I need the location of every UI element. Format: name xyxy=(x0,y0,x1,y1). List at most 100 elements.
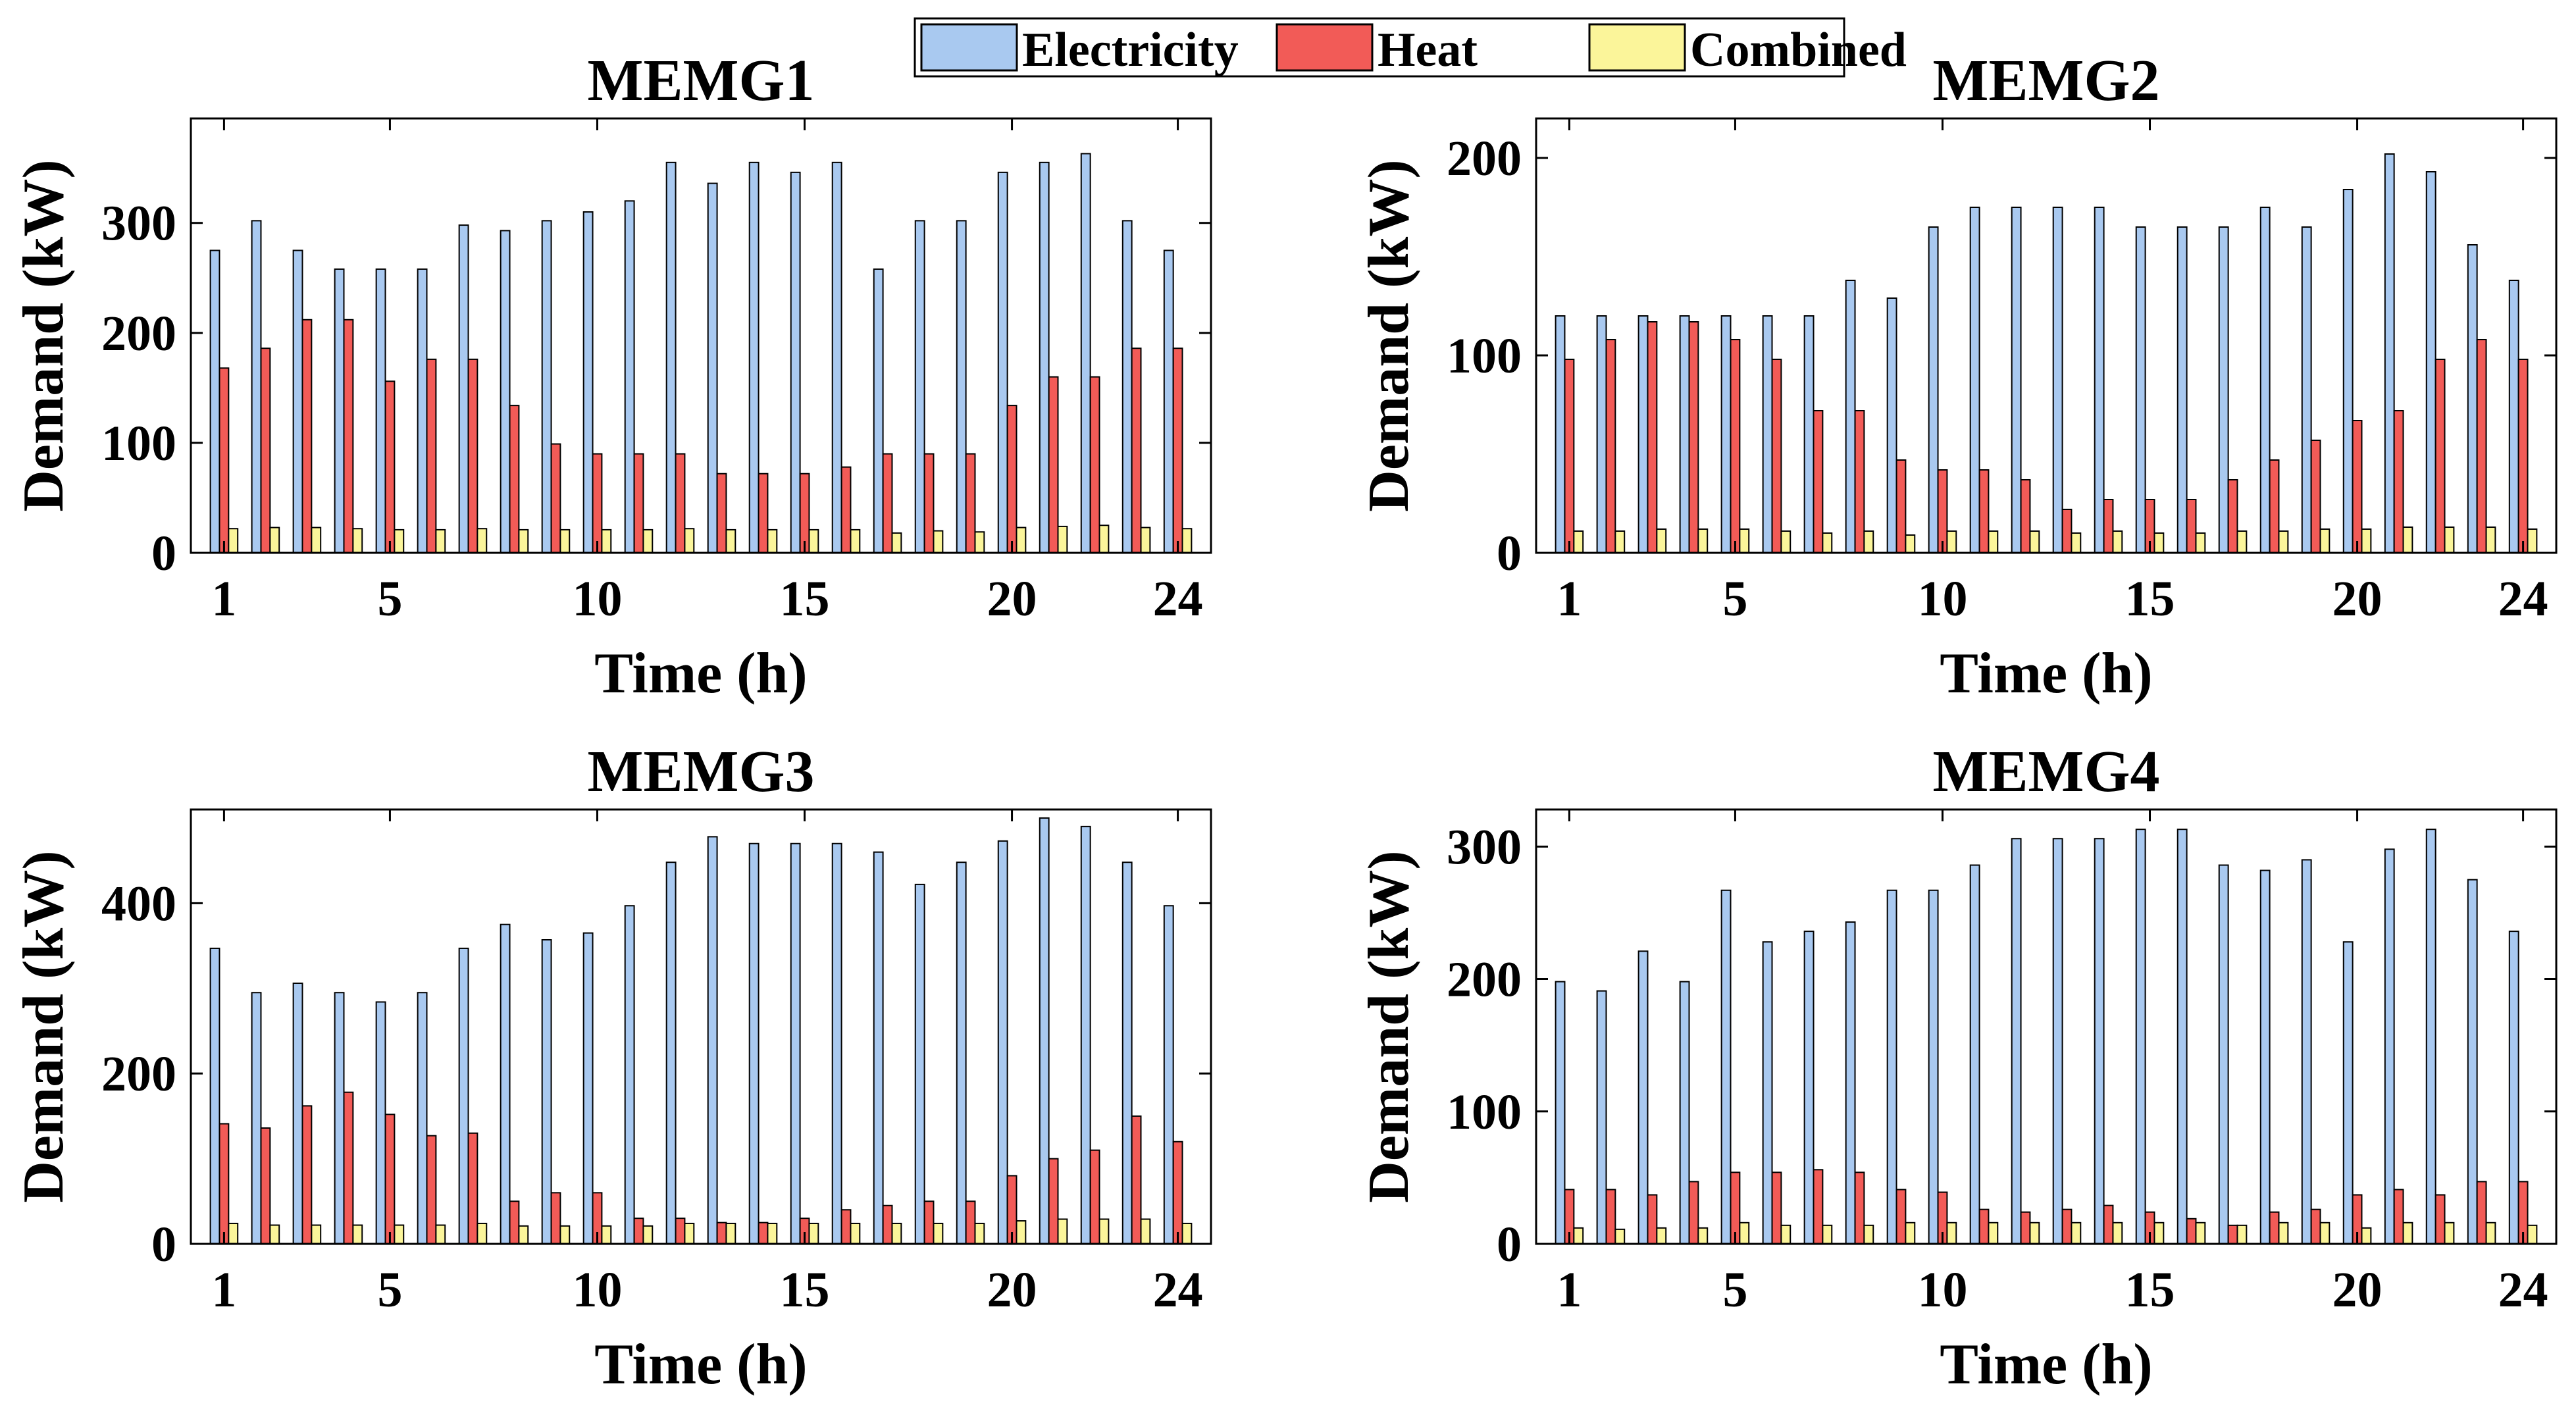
bar-heat-t18 xyxy=(923,453,935,553)
bar-electricity-t20 xyxy=(2342,189,2354,553)
y-tick-label: 300 xyxy=(1447,819,1522,875)
y-axis-label: Demand (kW) xyxy=(1357,159,1421,511)
bar-heat-t11 xyxy=(1978,1208,1990,1245)
bar-electricity-t21 xyxy=(2384,848,2395,1245)
legend-swatch-combined xyxy=(1588,23,1686,72)
bar-heat-t19 xyxy=(965,1200,976,1245)
bar-heat-t17 xyxy=(882,1204,893,1245)
bar-combined-t12 xyxy=(2029,530,2040,553)
bar-combined-t23 xyxy=(1140,527,1151,554)
bar-heat-t19 xyxy=(965,453,976,553)
bar-electricity-t12 xyxy=(665,861,677,1245)
bar-combined-t6 xyxy=(435,1224,446,1245)
y-tick-label: 200 xyxy=(1447,952,1522,1008)
bar-combined-t16 xyxy=(2195,532,2206,553)
bar-combined-t5 xyxy=(394,1224,405,1245)
bar-electricity-t17 xyxy=(873,851,884,1245)
legend-entry-combined: Combined xyxy=(1588,23,1907,77)
legend: Electricity Heat Combined xyxy=(914,17,1907,78)
bar-heat-t4 xyxy=(1688,1181,1699,1245)
bar-electricity-t18 xyxy=(914,883,925,1245)
bar-heat-t11 xyxy=(1978,469,1990,553)
bar-heat-t17 xyxy=(2227,479,2238,553)
bar-heat-t14 xyxy=(2103,499,2114,553)
bar-combined-t20 xyxy=(2361,1227,2372,1245)
bar-combined-t21 xyxy=(1057,525,1068,554)
bar-combined-t9 xyxy=(559,528,571,553)
bar-combined-t12 xyxy=(684,1222,695,1245)
x-tick-label: 15 xyxy=(780,571,830,627)
bar-electricity-t19 xyxy=(2301,859,2312,1245)
bar-electricity-t11 xyxy=(1969,864,1980,1245)
plot-area-frame xyxy=(1535,117,2558,554)
bar-heat-t13 xyxy=(2061,509,2073,553)
bar-heat-t4 xyxy=(343,319,354,553)
x-tick-label: 1 xyxy=(211,571,236,627)
bar-heat-t22 xyxy=(1089,1149,1100,1245)
bar-electricity-t21 xyxy=(1039,817,1050,1245)
bar-heat-t8 xyxy=(509,405,520,553)
bar-combined-t4 xyxy=(1697,528,1709,553)
bar-combined-t11 xyxy=(1988,1221,1999,1245)
bar-combined-t11 xyxy=(642,1225,654,1245)
bar-electricity-t13 xyxy=(2052,207,2063,553)
bar-combined-t16 xyxy=(850,1222,861,1245)
chart-title: MEMG4 xyxy=(1933,739,2160,804)
bar-combined-t20 xyxy=(2361,528,2372,553)
bar-heat-t6 xyxy=(1771,359,1782,553)
bar-combined-t1 xyxy=(1573,530,1584,553)
bar-electricity-t21 xyxy=(2384,153,2395,553)
bar-electricity-t11 xyxy=(624,905,635,1245)
x-tick-label: 24 xyxy=(1153,1262,1203,1318)
bar-heat-t10 xyxy=(1937,469,1948,553)
x-tick-label: 1 xyxy=(1557,1262,1582,1318)
bar-electricity-t14 xyxy=(748,161,760,553)
bar-combined-t18 xyxy=(933,1222,944,1245)
bar-electricity-t19 xyxy=(956,861,967,1245)
y-tick-label: 0 xyxy=(1497,526,1522,581)
bar-electricity-t5 xyxy=(1720,315,1732,553)
bar-heat-t4 xyxy=(343,1091,354,1245)
bar-combined-t18 xyxy=(2278,1221,2289,1245)
bar-combined-t3 xyxy=(311,527,322,554)
bar-heat-t13 xyxy=(716,1221,727,1245)
bar-combined-t13 xyxy=(2071,1221,2082,1245)
x-tick-label: 24 xyxy=(2498,571,2548,627)
bar-combined-t17 xyxy=(2236,1224,2248,1245)
bar-combined-t2 xyxy=(269,527,280,554)
bar-electricity-t13 xyxy=(707,836,718,1245)
bar-electricity-t17 xyxy=(2218,226,2229,553)
bar-heat-t2 xyxy=(260,1127,271,1245)
bar-heat-t20 xyxy=(2352,420,2363,553)
bar-heat-t3 xyxy=(1647,1194,1658,1245)
bar-electricity-t14 xyxy=(2094,207,2105,553)
y-axis-label: Demand (kW) xyxy=(1357,850,1421,1202)
bar-combined-t14 xyxy=(2112,1221,2123,1245)
bar-electricity-t3 xyxy=(1637,315,1649,553)
bar-combined-t20 xyxy=(1016,1220,1027,1245)
bar-combined-t22 xyxy=(2444,527,2455,553)
bar-combined-t19 xyxy=(2319,1221,2331,1245)
bar-heat-t21 xyxy=(2393,410,2404,553)
bar-heat-t9 xyxy=(1895,459,1907,553)
x-axis-label: Time (h) xyxy=(594,1333,807,1397)
bar-combined-t4 xyxy=(352,528,363,553)
bar-combined-t2 xyxy=(1614,530,1626,553)
bar-electricity-t7 xyxy=(1803,931,1815,1245)
bar-heat-t11 xyxy=(633,453,644,553)
bar-heat-t1 xyxy=(1564,359,1575,553)
x-tick-label: 1 xyxy=(211,1262,236,1318)
bar-heat-t18 xyxy=(2269,1211,2280,1245)
bar-electricity-t11 xyxy=(1969,207,1980,553)
bar-heat-t6 xyxy=(426,1135,437,1245)
bar-heat-t17 xyxy=(882,453,893,553)
bar-heat-t24 xyxy=(1172,347,1183,553)
bar-electricity-t4 xyxy=(1679,981,1690,1245)
bar-combined-t24 xyxy=(1181,528,1193,553)
bar-heat-t9 xyxy=(1895,1189,1907,1245)
bar-electricity-t9 xyxy=(1886,889,1897,1245)
bar-combined-t16 xyxy=(850,528,861,553)
bar-heat-t16 xyxy=(2186,499,2197,553)
bar-electricity-t16 xyxy=(831,161,842,553)
